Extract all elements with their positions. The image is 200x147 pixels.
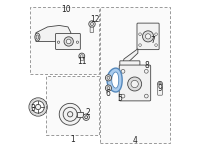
FancyBboxPatch shape	[56, 34, 80, 50]
Circle shape	[83, 114, 89, 120]
FancyBboxPatch shape	[46, 76, 99, 135]
Circle shape	[85, 116, 88, 119]
Text: 5: 5	[117, 94, 122, 103]
FancyBboxPatch shape	[119, 65, 151, 101]
Text: 11: 11	[77, 57, 87, 66]
Ellipse shape	[35, 33, 40, 41]
Circle shape	[131, 80, 138, 88]
FancyBboxPatch shape	[30, 6, 99, 74]
Circle shape	[143, 31, 154, 42]
Text: 6: 6	[106, 89, 110, 98]
Text: 4: 4	[133, 136, 137, 145]
Circle shape	[105, 75, 112, 81]
Circle shape	[155, 33, 157, 35]
Circle shape	[66, 39, 71, 44]
Text: 1: 1	[70, 135, 75, 143]
Circle shape	[90, 22, 94, 26]
FancyBboxPatch shape	[77, 112, 83, 117]
FancyBboxPatch shape	[158, 84, 162, 95]
FancyBboxPatch shape	[137, 23, 159, 50]
Polygon shape	[36, 25, 71, 41]
FancyBboxPatch shape	[120, 61, 140, 69]
Polygon shape	[123, 49, 138, 68]
Ellipse shape	[36, 35, 39, 39]
Circle shape	[155, 44, 157, 46]
Text: 3: 3	[31, 104, 35, 113]
Circle shape	[107, 76, 110, 79]
Circle shape	[159, 83, 161, 85]
Circle shape	[128, 77, 142, 91]
Text: 2: 2	[86, 108, 91, 117]
Circle shape	[64, 37, 73, 46]
Circle shape	[80, 55, 83, 57]
Circle shape	[139, 33, 141, 35]
Circle shape	[107, 87, 110, 90]
Circle shape	[57, 41, 60, 43]
Circle shape	[76, 41, 79, 43]
Circle shape	[121, 94, 125, 98]
Circle shape	[144, 94, 148, 98]
Polygon shape	[112, 72, 119, 88]
Circle shape	[79, 53, 85, 59]
FancyBboxPatch shape	[100, 6, 170, 143]
Circle shape	[59, 103, 81, 125]
Text: 9: 9	[158, 83, 163, 93]
FancyBboxPatch shape	[80, 57, 83, 60]
Circle shape	[68, 112, 73, 117]
Text: 10: 10	[61, 5, 71, 14]
Circle shape	[158, 81, 162, 86]
FancyBboxPatch shape	[90, 27, 94, 32]
Circle shape	[89, 21, 95, 27]
Circle shape	[105, 85, 112, 91]
Polygon shape	[107, 68, 122, 92]
Circle shape	[121, 69, 125, 73]
Text: 12: 12	[90, 15, 100, 24]
Text: 8: 8	[144, 61, 149, 70]
Circle shape	[35, 104, 41, 110]
Circle shape	[145, 34, 151, 39]
Circle shape	[144, 69, 148, 73]
Circle shape	[139, 44, 141, 46]
Text: 7: 7	[151, 36, 156, 45]
Circle shape	[63, 107, 77, 121]
